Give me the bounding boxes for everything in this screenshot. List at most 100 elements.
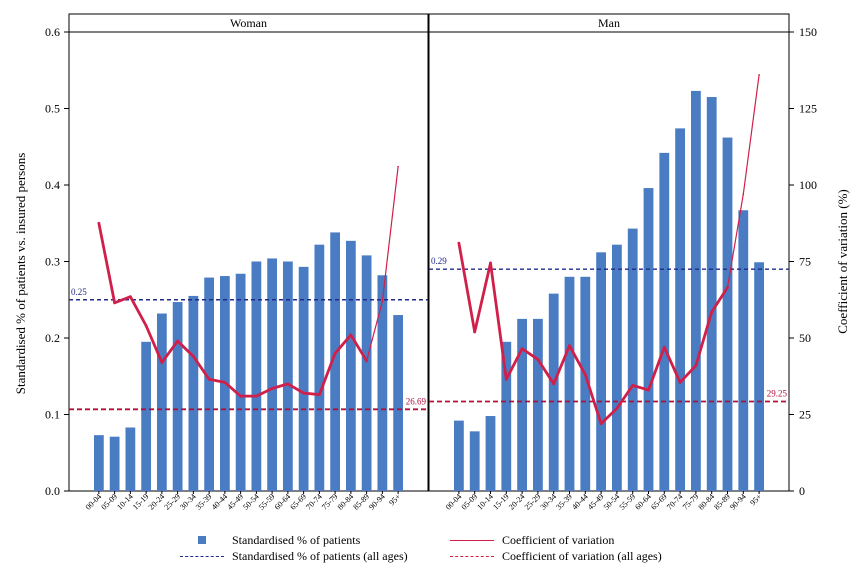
x-tick-label-man: 35-39 bbox=[554, 492, 574, 512]
cv-segment-man bbox=[694, 310, 714, 367]
cv-segment-man bbox=[583, 373, 603, 426]
x-tick-label-man: 70-74 bbox=[665, 492, 685, 512]
x-tick-label-man: 55-59 bbox=[618, 492, 638, 512]
cv-segment-man bbox=[568, 344, 587, 377]
x-tick-label-man: 85-89 bbox=[712, 492, 732, 512]
x-tick-label-woman: 80-84 bbox=[336, 492, 356, 512]
overall-cv-label-1: 29.25 bbox=[767, 388, 788, 398]
x-tick-label-man: 90-94 bbox=[728, 492, 748, 512]
bar-man-45-49 bbox=[596, 252, 606, 491]
x-tick-label-man: 50-54 bbox=[602, 492, 622, 512]
cv-segment-man bbox=[536, 358, 556, 386]
cv-point-woman-00-04 bbox=[98, 222, 100, 225]
cv-segment-woman bbox=[366, 300, 383, 362]
x-tick-label-woman: 90-94 bbox=[367, 492, 387, 512]
bar-woman-35-39 bbox=[204, 277, 215, 491]
cv-segment-woman bbox=[254, 387, 274, 398]
cv-point-man-90-94 bbox=[742, 193, 745, 195]
cv-segment-woman bbox=[113, 295, 132, 305]
panel-title-1: Man bbox=[598, 16, 620, 30]
cv-segment-woman bbox=[333, 333, 353, 355]
legend-label-cv-all: Coefficient of variation (all ages) bbox=[502, 548, 662, 563]
bar-woman-25-29 bbox=[172, 302, 183, 491]
cv-point-man-55-59 bbox=[631, 384, 634, 387]
bar-woman-95+ bbox=[393, 315, 404, 491]
x-tick-label-man: 65-69 bbox=[649, 492, 669, 512]
cv-segment-man bbox=[599, 406, 619, 426]
overall-percent-label-0: 0.25 bbox=[71, 287, 87, 297]
cv-segment-man bbox=[615, 384, 635, 410]
legend-key-percent-all-line bbox=[180, 556, 224, 557]
bar-woman-85-89 bbox=[361, 255, 372, 491]
x-tick-label-woman: 75-79 bbox=[320, 492, 340, 512]
x-tick-label-man: 15-19 bbox=[491, 492, 511, 512]
cv-point-woman-60-64 bbox=[287, 383, 289, 385]
cv-point-woman-80-84 bbox=[350, 334, 352, 336]
cv-segment-man bbox=[662, 345, 682, 384]
x-tick-label-woman: 65-69 bbox=[288, 492, 308, 512]
cv-point-man-00-04 bbox=[458, 242, 460, 244]
cv-point-man-50-54 bbox=[616, 407, 618, 410]
cv-segment-woman bbox=[349, 333, 369, 363]
x-tick-label-woman: 00-04 bbox=[84, 492, 104, 512]
cv-point-man-05-09 bbox=[473, 331, 476, 333]
legend: Standardised % of patients Coefficient o… bbox=[0, 528, 864, 576]
bar-man-50-54 bbox=[612, 244, 622, 491]
cv-segment-woman bbox=[302, 391, 321, 397]
bar-man-05-09 bbox=[469, 431, 480, 491]
bar-woman-75-79 bbox=[330, 232, 341, 491]
bar-woman-00-04 bbox=[93, 435, 104, 491]
cv-segment-man bbox=[710, 286, 729, 314]
cv-point-man-65-69 bbox=[663, 346, 666, 348]
cv-point-woman-40-44 bbox=[224, 381, 226, 384]
bar-woman-10-14 bbox=[125, 427, 136, 491]
cv-point-woman-35-39 bbox=[208, 378, 210, 381]
x-tick-label-woman: 45-49 bbox=[225, 492, 245, 512]
x-tick-label-woman: 20-24 bbox=[147, 492, 167, 512]
bar-man-15-19 bbox=[501, 341, 512, 491]
legend-item-percent: Standardised % of patients bbox=[178, 532, 360, 548]
cv-segment-man bbox=[742, 74, 760, 195]
y-tick-label-left: 0.5 bbox=[45, 102, 60, 116]
x-tick-label-woman: 70-74 bbox=[304, 492, 324, 512]
cv-point-woman-30-34 bbox=[192, 355, 195, 358]
cv-point-man-45-49 bbox=[600, 422, 602, 425]
bar-man-80-84 bbox=[706, 97, 717, 492]
x-tick-label-man: 75-79 bbox=[681, 492, 701, 512]
x-tick-label-woman: 15-19 bbox=[131, 492, 151, 512]
cv-point-man-85-89 bbox=[726, 286, 729, 289]
cv-point-woman-45-49 bbox=[239, 395, 242, 397]
cv-point-man-25-29 bbox=[537, 358, 539, 361]
cv-segment-man bbox=[489, 261, 508, 381]
legend-item-percent-all: Standardised % of patients (all ages) bbox=[178, 548, 408, 564]
x-tick-label-man: 30-34 bbox=[539, 492, 559, 512]
y-tick-label-right: 50 bbox=[799, 331, 811, 345]
cv-segment-man bbox=[647, 345, 666, 392]
cv-point-man-30-34 bbox=[552, 383, 555, 385]
x-tick-label-man: 80-84 bbox=[697, 492, 717, 512]
cv-segment-woman bbox=[176, 339, 195, 358]
bar-woman-30-34 bbox=[188, 295, 199, 491]
panel-title-0: Woman bbox=[230, 16, 267, 30]
cv-point-man-75-79 bbox=[695, 364, 697, 367]
x-tick-label-woman: 40-44 bbox=[210, 492, 230, 512]
cv-point-woman-10-14 bbox=[129, 295, 132, 298]
cv-point-woman-15-19 bbox=[145, 324, 147, 327]
x-tick-label-man: 00-04 bbox=[444, 492, 464, 512]
cv-segment-man bbox=[631, 384, 650, 392]
cv-point-woman-05-09 bbox=[113, 302, 116, 304]
y-axis-title-right: Coefficient of variation (%) bbox=[835, 189, 850, 334]
chart-area: 0.0 0.1 0.2 0.3 0.4 0.5 0.6 0 25 50 75 100 125 150 Sta… bbox=[13, 13, 850, 512]
bar-woman-05-09 bbox=[109, 436, 120, 491]
bar-man-35-39 bbox=[564, 276, 575, 491]
cv-segment-woman bbox=[128, 295, 148, 328]
cv-segment-woman bbox=[381, 166, 399, 302]
cv-point-woman-75-79 bbox=[334, 352, 336, 355]
cv-segment-woman bbox=[270, 382, 290, 390]
legend-item-cv: Coefficient of variation bbox=[448, 532, 614, 548]
cv-point-woman-70-74 bbox=[318, 393, 321, 396]
bar-woman-55-59 bbox=[267, 258, 278, 491]
bar-woman-20-24 bbox=[156, 313, 167, 491]
y-axis-title-left: Standardised % of patients vs. insured p… bbox=[13, 153, 28, 395]
bar-man-55-59 bbox=[627, 228, 638, 492]
